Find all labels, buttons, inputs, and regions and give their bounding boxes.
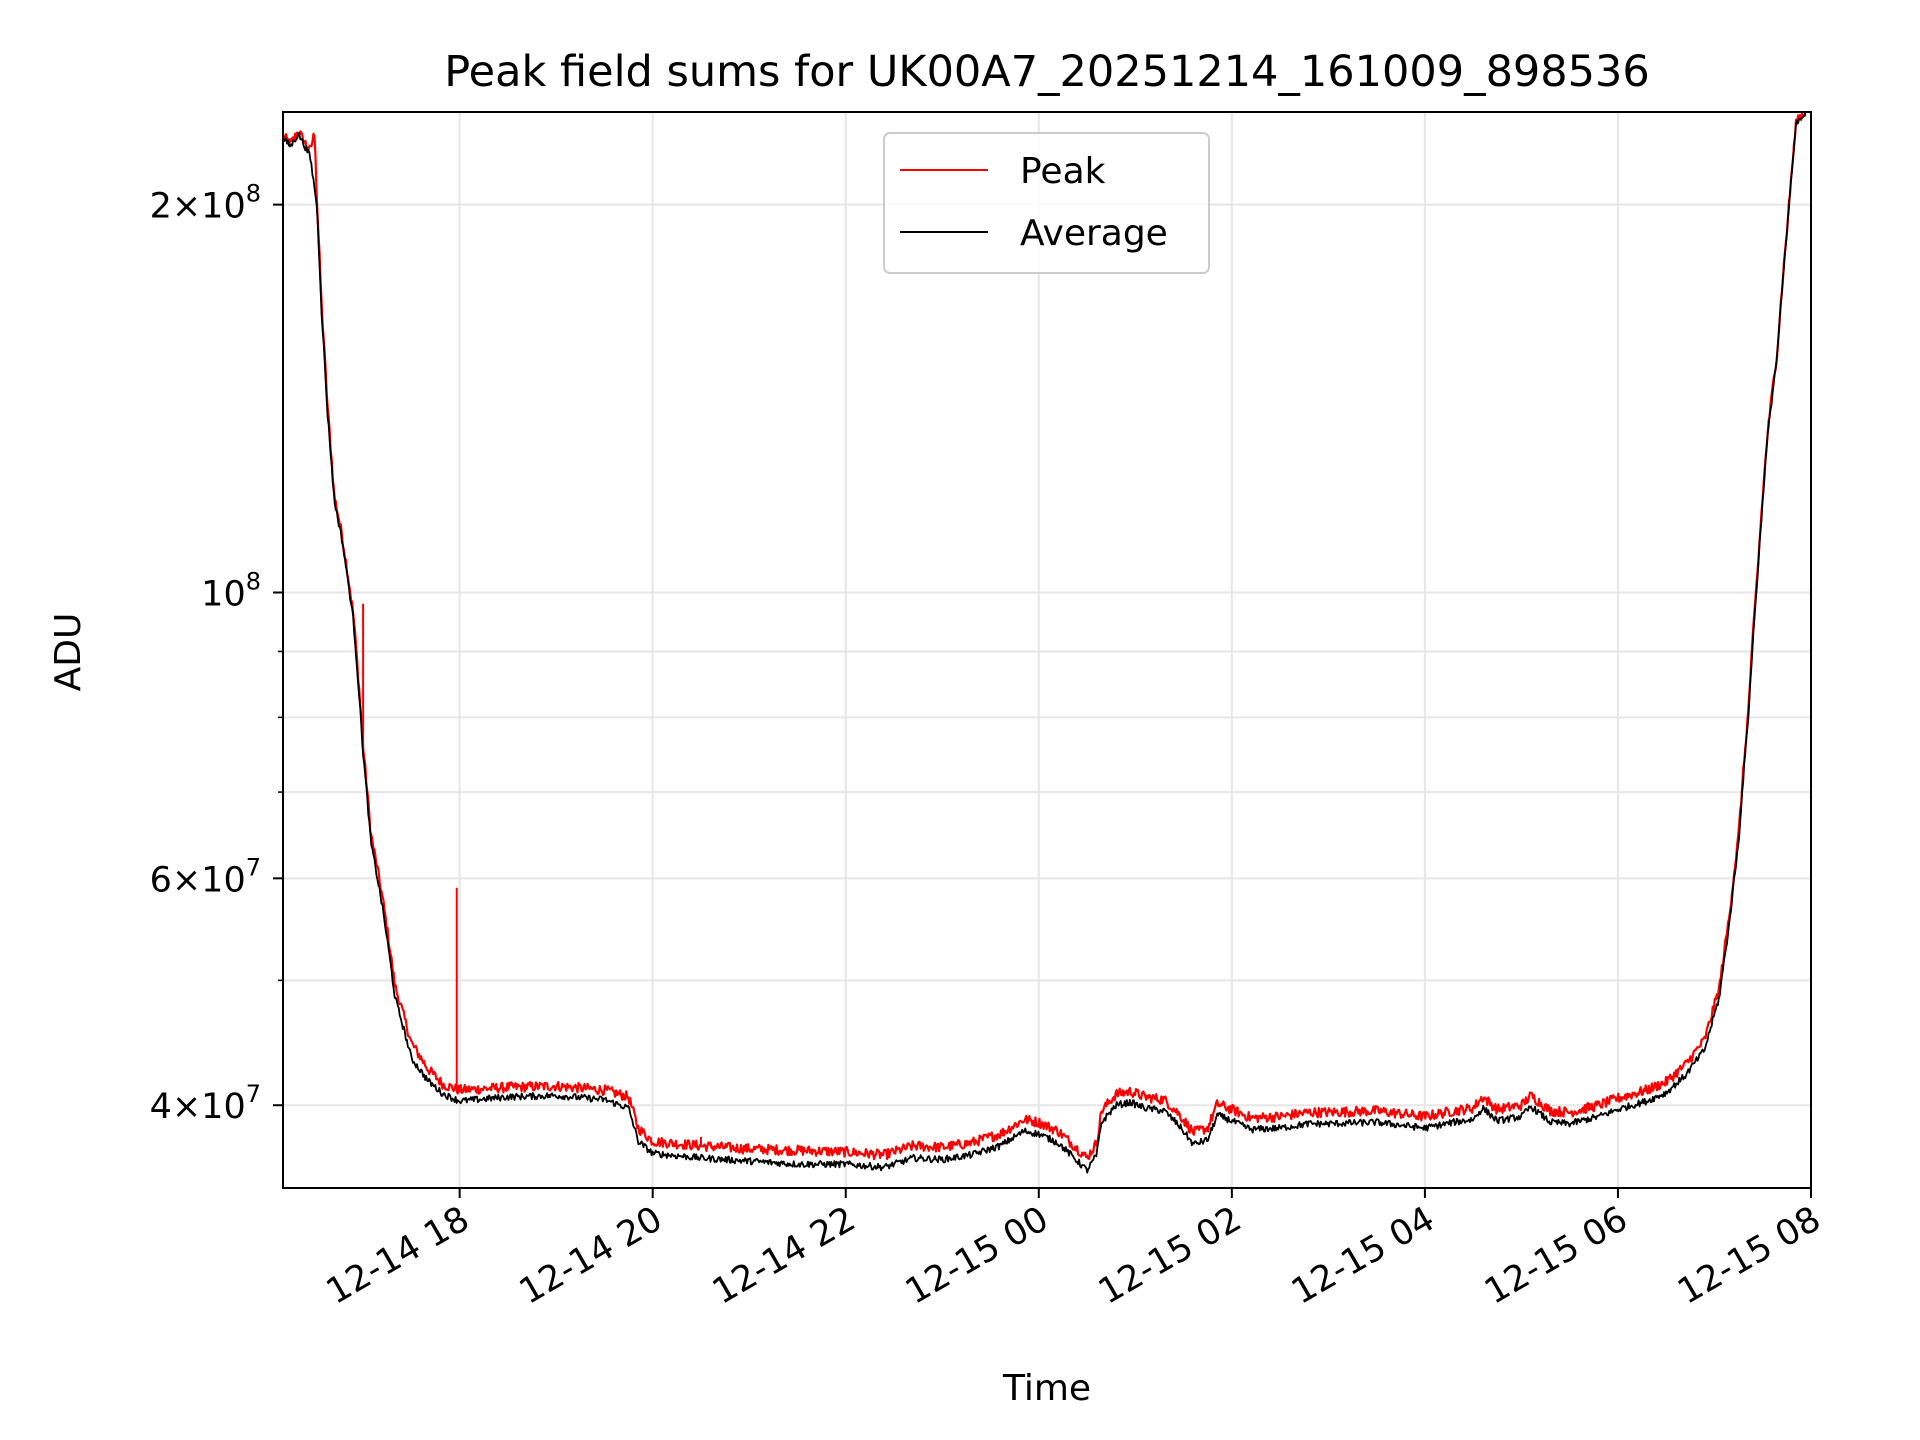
x-tick-label: 12-15 00	[899, 1199, 1055, 1312]
chart-title: Peak field sums for UK00A7_20251214_1610…	[444, 47, 1649, 97]
x-tick-label: 12-15 02	[1092, 1199, 1248, 1312]
x-tick-label: 12-14 20	[513, 1199, 669, 1312]
y-tick-label: 2×108	[150, 180, 261, 227]
x-tick-label: 12-15 04	[1285, 1199, 1441, 1312]
series-layer	[283, 112, 1807, 1174]
x-tick-label: 12-14 22	[706, 1199, 862, 1312]
series-peak	[283, 112, 1807, 1161]
series-average	[283, 112, 1807, 1174]
y-tick-label: 6×107	[150, 853, 261, 900]
legend: Peak Average	[883, 132, 1210, 274]
x-axis: 12-14 18 12-14 20 12-14 22 12-15 00 12-15 02…	[320, 1188, 1828, 1312]
y-tick-label: 4×107	[150, 1080, 261, 1127]
x-tick-label: 12-15 08	[1671, 1199, 1827, 1312]
legend-label-average: Average	[1020, 213, 1168, 254]
plot-frame	[282, 111, 1812, 1189]
legend-label-peak: Peak	[1020, 151, 1106, 192]
series-line-peak	[283, 112, 1807, 1161]
series-line-average	[283, 112, 1807, 1174]
y-axis: 4×107 6×107 108 2×108	[150, 180, 283, 1127]
y-axis-label: ADU	[48, 613, 89, 692]
grid	[283, 112, 1812, 1188]
legend-box	[883, 132, 1210, 274]
x-tick-label: 12-14 18	[320, 1199, 476, 1312]
y-tick-label: 108	[201, 567, 261, 614]
x-axis-label: Time	[1002, 1368, 1091, 1409]
x-tick-label: 12-15 06	[1478, 1199, 1634, 1312]
